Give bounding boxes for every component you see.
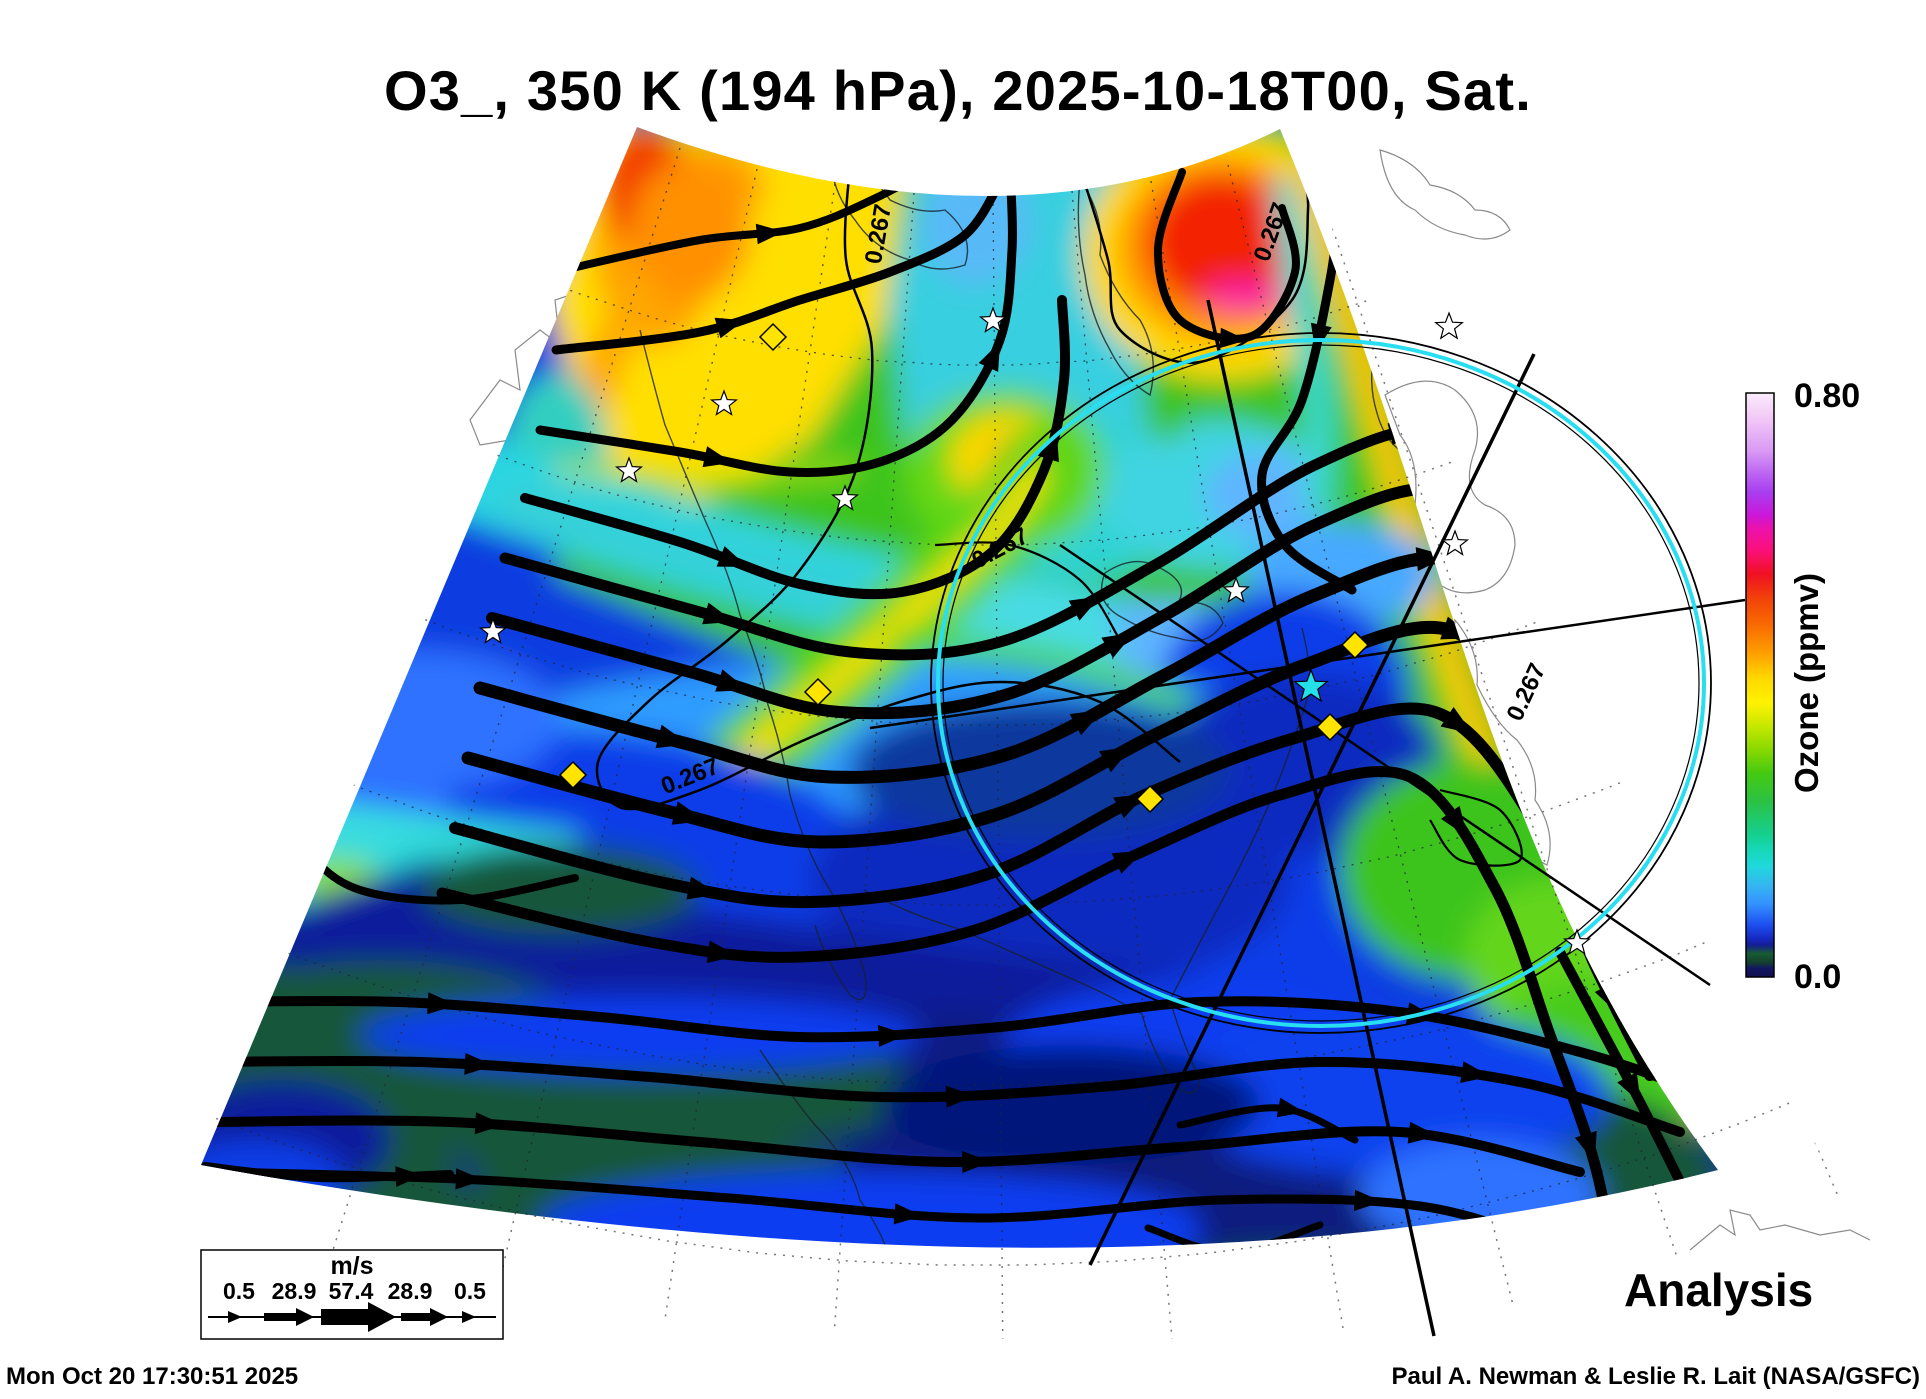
svg-text:0.5: 0.5 bbox=[223, 1278, 255, 1304]
svg-text:0.80: 0.80 bbox=[1794, 377, 1860, 415]
svg-text:O3_, 350 K (194 hPa), 2025-10-: O3_, 350 K (194 hPa), 2025-10-18T00, Sat… bbox=[384, 59, 1532, 122]
svg-text:57.4: 57.4 bbox=[329, 1278, 374, 1304]
svg-text:0.0: 0.0 bbox=[1794, 958, 1841, 996]
svg-text:28.9: 28.9 bbox=[272, 1278, 317, 1304]
svg-text:Ozone (ppmv): Ozone (ppmv) bbox=[1788, 573, 1825, 793]
svg-text:Mon Oct 20 17:30:51 2025: Mon Oct 20 17:30:51 2025 bbox=[6, 1363, 298, 1390]
svg-text:m/s: m/s bbox=[330, 1252, 373, 1280]
svg-text:Analysis: Analysis bbox=[1624, 1264, 1813, 1316]
svg-text:0.5: 0.5 bbox=[454, 1278, 486, 1304]
svg-text:Paul A. Newman & Leslie R. Lai: Paul A. Newman & Leslie R. Lait (NASA/GS… bbox=[1391, 1363, 1920, 1390]
svg-text:28.9: 28.9 bbox=[388, 1278, 433, 1304]
